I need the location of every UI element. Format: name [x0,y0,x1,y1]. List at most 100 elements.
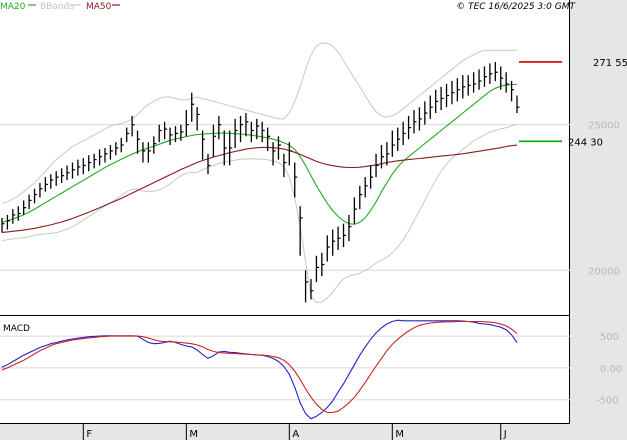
ohlc-bar-75 [407,115,412,140]
ohlc-bar-44 [239,115,244,143]
ohlc-bar-43 [234,118,238,148]
ohlc-bar-51 [277,136,281,160]
legend-ma50: MA50 [86,2,112,12]
macd-tick-label-2: -500 [596,396,619,407]
legend-ma20: MA20 [0,2,26,12]
ohlc-bar-60 [326,235,330,262]
x-tick-label-4: J [503,429,507,440]
ohlc-bar-49 [266,127,271,151]
ohlc-bar-16 [88,155,92,172]
ohlc-bar-14 [77,159,81,176]
x-tick-label-2: A [292,429,299,440]
ohlc-bar-93 [505,72,509,93]
resistance-level-label: 271 55 [593,58,627,69]
ohlc-bar-24 [131,115,135,137]
ohlc-bar-90 [489,63,493,84]
ohlc-bar-15 [82,158,86,175]
ohlc-bar-38 [207,153,211,175]
ohlc-bar-77 [418,107,422,131]
ohlc-bar-20 [109,145,113,160]
ohlc-bar-56 [304,270,309,303]
ohlc-bar-35 [191,92,195,122]
ohlc-bar-29 [158,124,162,143]
ohlc-bar-37 [201,130,206,160]
ohlc-bar-78 [424,101,428,125]
ohlc-bar-22 [120,137,124,153]
macd-tick-label-1: 0.00 [600,364,622,375]
ohlc-bar-73 [397,127,401,151]
ohlc-bar-45 [245,113,249,137]
bollinger-bands [1,42,518,303]
ohlc-bar-61 [332,229,336,256]
ohlc-bar-10 [55,171,59,186]
ohlc-bar-57 [310,279,314,300]
legend: MA20 BBands MA50 [0,2,120,12]
macd-series-macd-line [1,319,518,420]
axis-tick-labels: 25000 20000 500 0.00 -500 F M A M J [82,121,622,440]
ohlc-bar-9 [50,174,54,189]
ohlc-bar-85 [462,75,466,99]
series-ma20-line [1,83,517,225]
legend-bbands: BBands [40,2,74,12]
ohlc-bar-39 [212,124,216,157]
ohlc-bar-0 [1,217,5,233]
ohlc-bar-52 [283,153,287,178]
ohlc-bar-19 [104,147,108,163]
ohlc-bar-3 [17,206,21,221]
ohlc-bar-76 [413,110,417,134]
series-ma50-line [1,144,518,233]
ohlc-bar-36 [196,107,200,131]
right-axis-panel [570,0,627,440]
ohlc-bar-25 [136,130,141,154]
ohlc-bar-30 [163,121,168,140]
macd-series-signal-line [1,320,518,414]
ohlc-bar-23 [126,127,130,143]
ohlc-bar-48 [261,121,265,143]
ohlc-bar-71 [386,142,390,166]
ohlc-bar-81 [440,86,444,111]
ohlc-bar-46 [250,121,254,143]
ohlc-bar-17 [93,153,97,169]
ohlc-bar-28 [153,136,157,154]
ohlc-bar-40 [218,115,222,140]
ohlc-bar-13 [71,162,75,179]
ohlc-bar-12 [66,165,70,181]
ohlc-bar-26 [142,142,146,163]
ohlc-bar-62 [337,226,341,250]
support-level-label: 244 30 [568,137,603,148]
ohlc-bar-2 [12,209,16,224]
ohlc-bar-84 [456,78,460,102]
ohlc-bar-65 [353,197,357,224]
ohlc-bar-86 [467,75,471,96]
ohlc-bar-27 [147,142,151,163]
ohlc-bar-7 [39,182,43,198]
ohlc-bar-47 [256,118,260,140]
macd-label: MACD [3,324,30,334]
credit-text: © TEC 16/6/2025 3:0 GMT [456,2,576,12]
x-tick-label-1: M [189,429,198,440]
ohlc-bar-70 [380,145,384,169]
ohlc-bar-83 [451,80,455,105]
ohlc-bar-54 [294,162,298,198]
ohlc-bar-18 [98,149,103,166]
ohlc-bar-6 [33,188,38,204]
ohlc-bar-41 [223,130,227,166]
x-tick-label-0: F [86,429,92,440]
ohlc-bar-67 [364,177,368,198]
x-tick-label-3: M [395,429,404,440]
ohlc-bar-88 [478,69,482,90]
series-bbands-lower-line [1,124,518,303]
ohlc-bar-58 [315,255,319,282]
ohlc-bar-50 [272,142,276,166]
ohlc-bar-64 [348,214,352,242]
ohlc-bar-80 [435,89,439,114]
ohlc-bar-8 [44,177,48,192]
ohlc-bar-42 [229,130,233,166]
ohlc-bar-53 [288,142,292,166]
ohlc-bar-72 [391,130,395,157]
ohlc-bar-21 [115,142,119,156]
ohlc-bar-79 [429,95,433,119]
ohlc-bar-63 [342,223,347,248]
